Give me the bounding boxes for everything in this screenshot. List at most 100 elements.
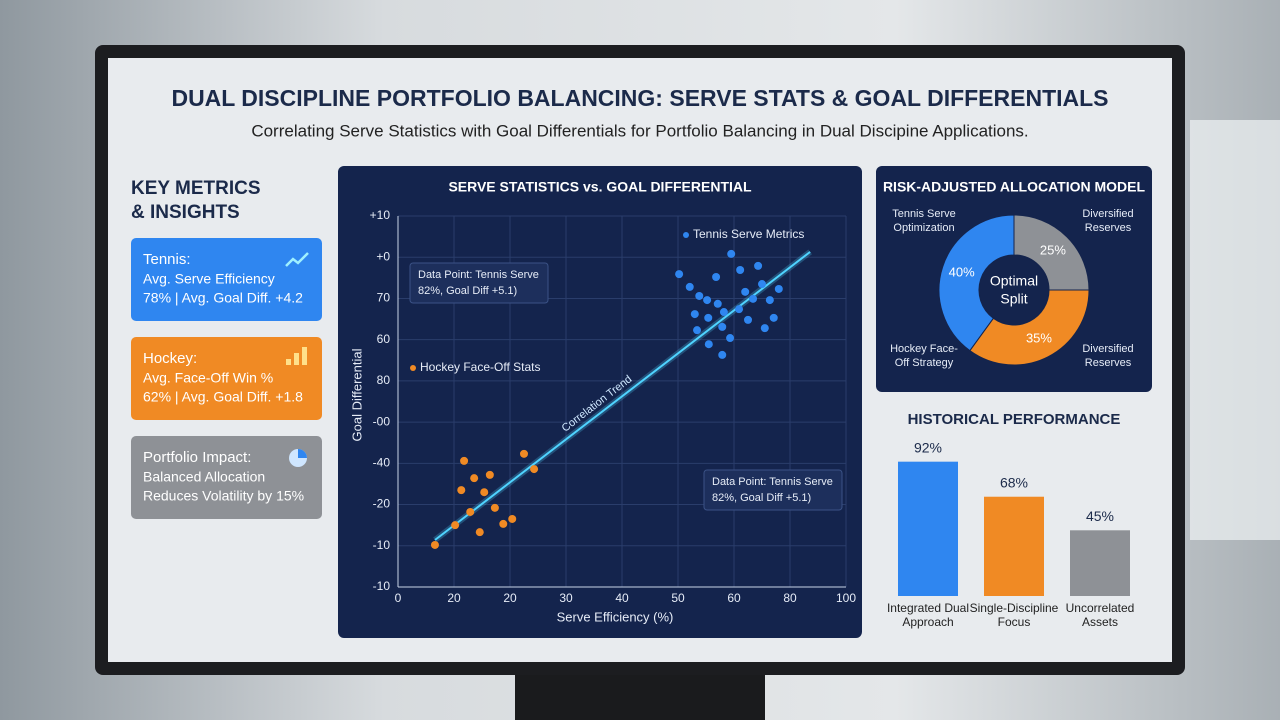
- scatter-point: [769, 313, 778, 322]
- pie-slice: [1013, 214, 1090, 291]
- legend-label: Hockey Face-Off Stats: [420, 360, 541, 374]
- scatter-point: [508, 514, 517, 523]
- scatter-point: [713, 299, 722, 308]
- scatter-point: [451, 521, 460, 530]
- card-title: Portfolio Impact:: [143, 449, 251, 466]
- scatter-point: [774, 284, 783, 293]
- y-tick-label: -10: [373, 538, 391, 552]
- annotation-text: Data Point: Tennis Serve: [712, 476, 833, 488]
- window: [1190, 120, 1280, 540]
- insights-title: KEY METRICS: [131, 178, 261, 199]
- y-tick-label: -10: [373, 579, 391, 593]
- scatter-point: [685, 282, 694, 291]
- card-line: 62% | Avg. Goal Diff. +1.8: [143, 389, 303, 405]
- scatter-point: [704, 340, 713, 349]
- scatter-point: [520, 449, 528, 458]
- annotation-box: [409, 262, 549, 304]
- scatter-point: [758, 280, 766, 289]
- scatter-point: [704, 313, 713, 322]
- card-line: Avg. Serve Efficiency: [143, 271, 275, 287]
- scatter-point: [457, 486, 466, 495]
- scatter-point: [490, 503, 499, 512]
- legend-label: Tennis Serve Metrics: [693, 227, 804, 241]
- scatter-point: [693, 326, 702, 335]
- center-label: Split: [1000, 291, 1027, 307]
- scatter-point: [719, 308, 728, 317]
- pie-slice: [969, 289, 1090, 366]
- card-title: Tennis:: [143, 251, 191, 268]
- scatter-point: [741, 287, 750, 296]
- annotation-text: 82%, Goal Diff +5.1): [418, 285, 517, 297]
- slice-label: 35%: [1026, 330, 1052, 345]
- y-axis-label: Goal Differential: [349, 348, 364, 441]
- pie-category-label: Diversified Reserves: [1082, 343, 1134, 369]
- y-tick-label: 80: [377, 373, 391, 387]
- insight-card: [131, 238, 322, 321]
- chart-title: RISK-ADJUSTED ALLOCATION MODEL: [883, 179, 1146, 195]
- y-tick-label: +0: [376, 249, 390, 263]
- slice-label: 25%: [1040, 243, 1066, 258]
- x-tick-label: Integrated Dual Approach: [886, 601, 970, 629]
- x-tick-label: 80: [783, 591, 797, 605]
- y-tick-label: 70: [377, 291, 391, 305]
- annotation-text: Data Point: Tennis Serve: [418, 269, 539, 281]
- x-tick-label: Single-Discipline Focus: [969, 601, 1059, 629]
- x-tick-label: Uncorrelated Assets: [1065, 601, 1135, 629]
- bar-value-label: 68%: [1000, 474, 1028, 490]
- scatter-point: [466, 507, 475, 516]
- trend-line: [434, 251, 811, 541]
- bars-icon: [286, 359, 291, 365]
- scatter-point: [712, 273, 721, 282]
- scatter-point: [754, 261, 763, 270]
- x-tick-label: 50: [671, 591, 685, 605]
- pie-category-label: Hockey Face-Off Strategy: [890, 343, 958, 369]
- y-tick-label: -20: [373, 497, 391, 511]
- insight-card: [131, 436, 322, 519]
- scatter-point: [530, 465, 539, 474]
- card-line: 78% | Avg. Goal Diff. +4.2: [143, 290, 303, 306]
- scatter-point: [765, 296, 774, 305]
- scatter-point: [485, 470, 494, 479]
- scatter-point: [760, 324, 769, 333]
- y-tick-label: -00: [373, 414, 391, 428]
- x-tick-label: 60: [727, 591, 741, 605]
- bar: [1070, 530, 1130, 596]
- pie-icon: [298, 449, 307, 458]
- bar-value-label: 45%: [1086, 508, 1114, 524]
- scatter-point: [695, 291, 704, 300]
- bar: [984, 496, 1044, 596]
- y-tick-label: -40: [373, 456, 391, 470]
- bars-icon: [302, 347, 307, 365]
- slice-label: 40%: [949, 264, 975, 279]
- scatter-point: [726, 334, 735, 343]
- pie-category-label: Diversified Reserves: [1082, 208, 1134, 234]
- scatter-point: [735, 305, 744, 314]
- scatter-point: [718, 322, 727, 331]
- page-title: DUAL DISCIPLINE PORTFOLIO BALANCING: SER…: [171, 85, 1108, 111]
- scatter-point: [690, 310, 699, 319]
- trend-icon: [285, 252, 309, 267]
- monitor-stand: [515, 670, 765, 720]
- scatter-point: [499, 519, 508, 528]
- x-tick-label: 100: [836, 591, 856, 605]
- card-line: Balanced Allocation: [143, 469, 265, 485]
- center-label: Optimal: [990, 273, 1038, 289]
- scatter-point: [736, 266, 745, 275]
- scatter-point: [460, 456, 469, 465]
- scatter-point: [744, 315, 752, 324]
- x-tick-label: 0: [395, 591, 402, 605]
- scatter-point: [749, 294, 758, 303]
- scatter-point: [675, 270, 684, 279]
- x-tick-label: 20: [503, 591, 517, 605]
- bars-icon: [294, 353, 299, 365]
- chart-title: HISTORICAL PERFORMANCE: [908, 411, 1121, 428]
- scatter-point: [727, 249, 736, 258]
- annotation-box: [703, 469, 843, 511]
- scatter-point: [475, 528, 484, 537]
- bar: [898, 461, 958, 596]
- insights-title: & INSIGHTS: [131, 202, 240, 223]
- legend-swatch: [683, 232, 689, 238]
- scatter-point: [480, 488, 489, 497]
